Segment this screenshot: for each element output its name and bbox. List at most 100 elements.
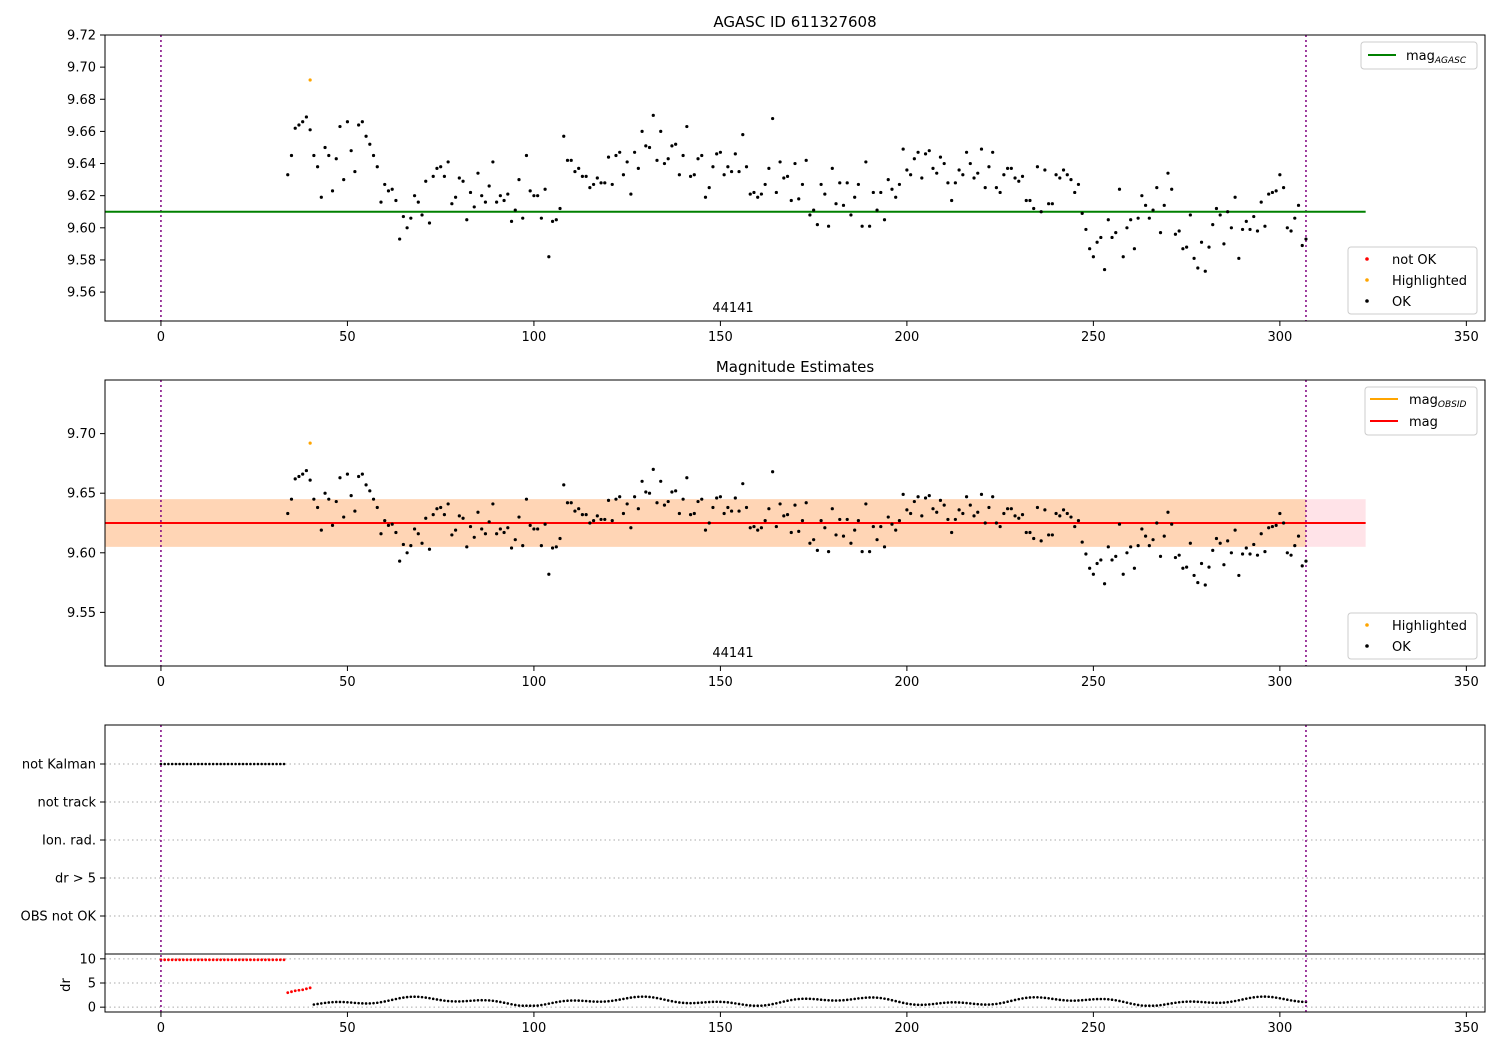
ok-point bbox=[483, 532, 488, 536]
flag-point bbox=[252, 762, 256, 766]
ok-point bbox=[886, 515, 890, 519]
ok-point bbox=[1255, 553, 1260, 557]
ok-point bbox=[856, 182, 861, 187]
ok-point bbox=[353, 169, 357, 174]
dr-ok-point bbox=[484, 998, 487, 1002]
ok-point bbox=[1214, 206, 1219, 211]
ok-point bbox=[670, 144, 674, 148]
ok-point bbox=[1304, 237, 1308, 241]
ok-point bbox=[286, 511, 290, 516]
dr-not-ok-point bbox=[204, 958, 208, 962]
ok-point bbox=[662, 503, 667, 507]
dr-ok-point bbox=[1248, 996, 1252, 1000]
ok-point bbox=[957, 508, 961, 512]
ok-point bbox=[1252, 542, 1256, 547]
ok-point bbox=[319, 528, 323, 532]
dr-ok-point bbox=[1200, 1000, 1203, 1004]
ok-point bbox=[1296, 534, 1301, 538]
dr-ok-point bbox=[1203, 1000, 1207, 1004]
legend-label: mag bbox=[1409, 415, 1438, 430]
legend-label: not OK bbox=[1392, 253, 1437, 268]
dr-ok-point bbox=[1159, 1003, 1162, 1007]
ok-point bbox=[1214, 536, 1219, 541]
ok-point bbox=[1226, 210, 1230, 214]
ok-point bbox=[778, 502, 782, 506]
ok-point bbox=[513, 538, 517, 542]
ok-point bbox=[782, 514, 786, 518]
dr-ok-point bbox=[1226, 1000, 1229, 1004]
ok-point bbox=[700, 497, 704, 501]
dr-ok-point bbox=[920, 1003, 924, 1007]
dr-ok-point bbox=[443, 999, 446, 1002]
ok-point bbox=[1110, 235, 1114, 240]
ok-point bbox=[845, 517, 849, 522]
dr-ok-point bbox=[640, 995, 644, 998]
dr-ok-point bbox=[1129, 1002, 1132, 1005]
ok-point bbox=[823, 526, 827, 530]
ok-point bbox=[1218, 213, 1222, 217]
ok-point bbox=[1035, 165, 1040, 169]
ok-point bbox=[461, 179, 465, 183]
dr-ok-point bbox=[592, 1000, 595, 1003]
dr-tick-label: 10 bbox=[79, 952, 96, 967]
ok-point bbox=[670, 490, 674, 494]
ok-point bbox=[1192, 573, 1196, 578]
dr-ok-point bbox=[872, 996, 875, 999]
ok-point bbox=[1054, 173, 1058, 177]
dr-ok-point bbox=[1174, 1001, 1177, 1005]
ok-point bbox=[379, 532, 383, 536]
ok-point bbox=[961, 173, 965, 177]
flag-point bbox=[234, 762, 237, 766]
flag-point bbox=[200, 762, 204, 766]
panel3-frame bbox=[104, 724, 1486, 1013]
dr-ok-point bbox=[704, 1000, 707, 1004]
dr-ok-point bbox=[353, 1001, 357, 1005]
ok-point bbox=[1121, 572, 1125, 576]
dr-ok-point bbox=[1211, 1001, 1215, 1005]
dr-ok-point bbox=[1114, 998, 1118, 1002]
ok-point bbox=[1259, 200, 1263, 204]
dr-ok-point bbox=[491, 999, 495, 1003]
ok-point bbox=[726, 505, 730, 510]
ok-point bbox=[569, 501, 573, 505]
ok-point bbox=[1173, 555, 1178, 560]
ok-point bbox=[964, 150, 969, 154]
legend-marker bbox=[1365, 278, 1369, 282]
dr-ok-point bbox=[346, 1000, 349, 1004]
dr-ok-point bbox=[737, 1002, 741, 1006]
ok-point bbox=[920, 176, 924, 180]
x-tick-label: 200 bbox=[894, 330, 919, 345]
dr-ok-point bbox=[931, 1002, 935, 1006]
ok-point bbox=[767, 507, 771, 511]
ok-point bbox=[532, 527, 536, 531]
ok-point bbox=[800, 182, 805, 187]
ok-point bbox=[838, 517, 842, 522]
dr-ok-point bbox=[1170, 1002, 1174, 1005]
ok-point bbox=[1129, 545, 1133, 549]
ok-point bbox=[577, 166, 581, 170]
ok-point bbox=[707, 186, 711, 190]
ok-point bbox=[935, 510, 939, 514]
dr-ok-point bbox=[651, 996, 655, 999]
highlighted-point bbox=[308, 78, 312, 82]
ok-point bbox=[853, 528, 857, 532]
ok-point bbox=[1117, 187, 1122, 191]
dr-ok-point bbox=[532, 1004, 536, 1008]
dr-ok-point bbox=[461, 999, 465, 1003]
ok-point bbox=[692, 511, 696, 516]
ok-point bbox=[368, 142, 372, 146]
dr-ok-point bbox=[719, 1000, 722, 1004]
dr-ok-point bbox=[827, 999, 830, 1002]
ok-point bbox=[1170, 187, 1174, 191]
ok-point bbox=[573, 169, 577, 174]
dr-ok-point bbox=[1106, 997, 1110, 1001]
ok-point bbox=[1013, 176, 1017, 180]
dr-ok-point bbox=[980, 1003, 983, 1006]
dr-ok-point bbox=[420, 995, 424, 999]
ok-point bbox=[1002, 511, 1006, 516]
ok-point bbox=[726, 165, 730, 169]
ok-point bbox=[554, 218, 558, 222]
ok-point bbox=[979, 492, 984, 496]
dr-not-ok-point bbox=[308, 986, 312, 990]
ok-point bbox=[480, 527, 484, 531]
